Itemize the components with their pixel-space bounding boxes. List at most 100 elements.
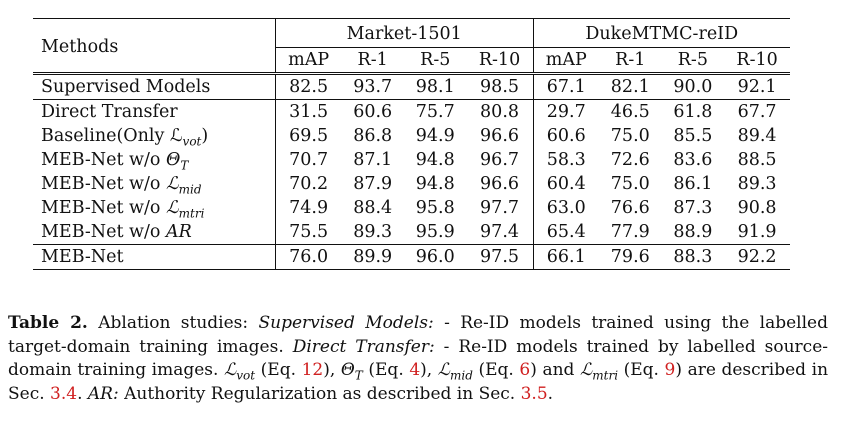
math-subscript: mid — [178, 182, 202, 197]
table-row: MEB-Net w/o ℒmid 70.2 87.9 94.8 96.6 60.4 75.0… — [33, 172, 790, 196]
metric-header: mAP — [288, 50, 330, 70]
value-cell: 96.6 — [466, 124, 534, 148]
table-row: MEB-Net w/o ΘT 70.7 87.1 94.8 96.7 58.3 72.6 83… — [33, 148, 790, 172]
math-subscript: mtri — [592, 368, 619, 383]
method-name: Direct Transfer — [41, 102, 178, 122]
method-name: MEB-Net w/o — [41, 222, 167, 242]
value-cell: 75.0 — [610, 126, 650, 146]
value-cell: 96.0 — [415, 247, 455, 267]
caption-text: (Eq. — [618, 360, 665, 380]
method-name: Baseline(Only ℒ — [41, 126, 183, 146]
value-cell: 82.1 — [610, 77, 650, 97]
group-header-duke: DukeMTMC-reID — [533, 18, 790, 48]
methods-header: Methods — [33, 18, 276, 74]
value-cell: 95.8 — [415, 198, 455, 218]
value-cell: 96.7 — [466, 148, 534, 172]
value-cell: 91.9 — [737, 222, 777, 242]
table-row: MEB-Net w/o AR 75.5 89.3 95.9 97.4 65.4 77.9 88… — [33, 220, 790, 245]
value-cell: 66.1 — [546, 247, 586, 267]
value-cell: 94.8 — [415, 150, 455, 170]
method-name: MEB-Net w/o — [41, 198, 167, 218]
value-cell: 75.7 — [415, 102, 455, 122]
value-cell: 60.6 — [546, 126, 586, 146]
value-cell: 69.5 — [289, 126, 329, 146]
table-row: Supervised Models 82.5 93.7 98.1 98.5 67.1 82.… — [33, 73, 790, 100]
math-subscript: mid — [450, 368, 473, 383]
equation-link[interactable]: 4 — [409, 360, 421, 380]
math-subscript: T — [180, 158, 189, 173]
caption-text: (Eq. — [472, 360, 520, 380]
header-row-groups: Methods Market-1501 DukeMTMC-reID — [33, 18, 790, 74]
method-cell: MEB-Net — [33, 244, 276, 270]
value-cell: 90.0 — [673, 77, 713, 97]
math-symbol: ℒ — [166, 174, 179, 194]
value-cell: 98.1 — [415, 77, 455, 97]
value-cell: 75.0 — [610, 174, 650, 194]
value-cell: 75.5 — [289, 222, 329, 242]
value-cell: 89.9 — [353, 247, 393, 267]
value-cell: 87.9 — [353, 174, 393, 194]
math-symbol: ℒ — [224, 360, 237, 380]
caption-text: Authority Regularization as described in… — [118, 383, 521, 404]
method-cell: Supervised Models — [33, 73, 276, 100]
value-cell: 86.8 — [353, 126, 393, 146]
value-cell: 92.2 — [737, 247, 777, 267]
equation-link[interactable]: 6 — [519, 360, 531, 380]
caption-text: ) and — [530, 360, 581, 380]
math-symbol: Θ — [166, 150, 181, 170]
value-cell: 97.4 — [466, 220, 534, 245]
table-row: MEB-Net w/o ℒmtri 74.9 88.4 95.8 97.7 63.0 76.… — [33, 196, 790, 220]
caption-text: ), — [420, 360, 438, 380]
math-symbol: ℒ — [166, 198, 179, 218]
value-cell: 97.5 — [466, 244, 534, 270]
value-cell: 96.6 — [466, 172, 534, 196]
method-name: MEB-Net w/o — [41, 150, 167, 170]
caption-text: - Re-ID models trained using the labelle… — [8, 313, 828, 357]
value-cell: 31.5 — [289, 102, 329, 122]
value-cell: 88.9 — [673, 222, 713, 242]
value-cell: 60.6 — [353, 102, 393, 122]
equation-link[interactable]: 9 — [664, 360, 676, 380]
table-caption: Table 2. Ablation studies: Supervised Mo… — [8, 312, 828, 406]
value-cell: 86.1 — [673, 174, 713, 194]
value-cell: 76.6 — [610, 198, 650, 218]
value-cell: 67.1 — [546, 77, 586, 97]
caption-text: Ablation studies: — [87, 313, 259, 333]
table-row: MEB-Net 76.0 89.9 96.0 97.5 66.1 79.6 88.3 92.2 — [33, 244, 790, 270]
method-suffix: ) — [201, 126, 209, 146]
caption-italic: Direct Transfer: — [292, 336, 435, 357]
caption-text: ), — [323, 360, 341, 380]
caption-text: (Eq. — [362, 360, 410, 380]
section-link[interactable]: 3.5 — [520, 383, 548, 404]
method-cell: Baseline(Only ℒvot) — [33, 124, 276, 149]
section-link[interactable]: 3.4 — [50, 383, 78, 404]
caption-label: Table 2. — [8, 313, 88, 333]
group-header-market: Market-1501 — [275, 18, 534, 48]
value-cell: 70.7 — [289, 150, 329, 170]
value-cell: 98.5 — [466, 73, 534, 100]
math-subscript: vot — [182, 134, 202, 149]
metric-header: R-1 — [615, 50, 646, 70]
table-body: Supervised Models 82.5 93.7 98.1 98.5 67.1 82.… — [33, 73, 790, 270]
method-name: MEB-Net w/o — [41, 174, 167, 194]
value-cell: 63.0 — [546, 198, 586, 218]
value-cell: 67.7 — [737, 102, 777, 122]
value-cell: 89.3 — [353, 222, 393, 242]
value-cell: 77.9 — [610, 222, 650, 242]
ablation-table: Methods Market-1501 DukeMTMC-reID mAP R-… — [33, 18, 790, 270]
value-cell: 72.6 — [610, 150, 650, 170]
value-cell: 88.3 — [673, 247, 713, 267]
value-cell: 94.9 — [415, 126, 455, 146]
value-cell: 60.4 — [546, 174, 586, 194]
value-cell: 65.4 — [546, 222, 586, 242]
equation-link[interactable]: 12 — [301, 360, 324, 380]
value-cell: 83.6 — [673, 150, 713, 170]
value-cell: 70.2 — [289, 174, 329, 194]
method-name: MEB-Net — [41, 247, 124, 267]
math-symbol: ℒ — [580, 360, 593, 380]
value-cell: 90.8 — [737, 198, 777, 218]
caption-italic: AR: — [87, 383, 119, 404]
value-cell: 93.7 — [353, 77, 393, 97]
metric-header: R-5 — [420, 50, 451, 70]
method-cell: MEB-Net w/o ΘT — [33, 148, 276, 173]
